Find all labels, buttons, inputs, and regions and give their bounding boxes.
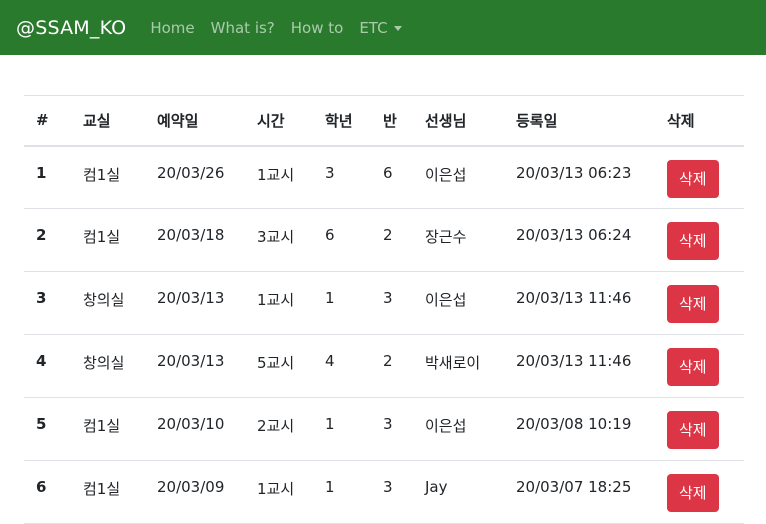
row-period: 5교시 [245, 334, 313, 398]
row-teacher: 박새로이 [413, 334, 504, 398]
header-class: 반 [371, 95, 413, 147]
row-date: 20/03/10 [145, 397, 245, 461]
header-room: 교실 [71, 95, 145, 147]
row-registered: 20/03/13 06:24 [504, 208, 655, 272]
nav-etc-label: ETC [359, 18, 388, 37]
row-number: 4 [24, 334, 71, 398]
row-action-cell: 삭제 [655, 271, 744, 335]
row-number: 2 [24, 208, 71, 272]
row-period: 1교시 [245, 145, 313, 209]
row-teacher: Jay [413, 460, 504, 524]
row-action-cell: 삭제 [655, 397, 744, 461]
row-action-cell: 삭제 [655, 145, 744, 209]
nav-what-is[interactable]: What is? [210, 18, 275, 37]
row-teacher: 이은섭 [413, 145, 504, 209]
row-registered: 20/03/13 06:23 [504, 145, 655, 209]
row-registered: 20/03/07 18:25 [504, 460, 655, 524]
row-action-cell: 삭제 [655, 334, 744, 398]
row-grade: 4 [313, 334, 371, 398]
row-date: 20/03/13 [145, 271, 245, 335]
header-no: # [24, 95, 71, 147]
nav-etc-dropdown[interactable]: ETC [359, 18, 402, 37]
row-date: 20/03/26 [145, 145, 245, 209]
row-class: 3 [371, 397, 413, 461]
table-row: 6 컴1실 20/03/09 1교시 1 3 Jay 20/03/07 18:2… [24, 460, 744, 524]
brand-logo[interactable]: @SSAM_KO [16, 16, 127, 39]
row-grade: 6 [313, 208, 371, 272]
delete-button[interactable]: 삭제 [667, 348, 719, 386]
row-teacher: 이은섭 [413, 271, 504, 335]
row-registered: 20/03/13 11:46 [504, 271, 655, 335]
row-grade: 3 [313, 145, 371, 209]
header-period: 시간 [245, 95, 313, 147]
row-grade: 1 [313, 397, 371, 461]
delete-button[interactable]: 삭제 [667, 159, 719, 198]
row-class: 3 [371, 460, 413, 524]
row-number: 6 [24, 460, 71, 524]
header-date: 예약일 [145, 95, 245, 147]
delete-button[interactable]: 삭제 [667, 222, 719, 260]
row-period: 1교시 [245, 271, 313, 335]
row-room: 창의실 [71, 334, 145, 398]
row-number: 5 [24, 397, 71, 461]
row-room: 창의실 [71, 271, 145, 335]
row-class: 2 [371, 334, 413, 398]
row-class: 6 [371, 145, 413, 209]
row-period: 3교시 [245, 208, 313, 272]
table-row: 1 컴1실 20/03/26 1교시 3 6 이은섭 20/03/13 06:2… [24, 145, 744, 209]
table-row: 2 컴1실 20/03/18 3교시 6 2 장근수 20/03/13 06:2… [24, 208, 744, 272]
row-date: 20/03/09 [145, 460, 245, 524]
row-grade: 1 [313, 460, 371, 524]
row-class: 2 [371, 208, 413, 272]
row-period: 2교시 [245, 397, 313, 461]
row-action-cell: 삭제 [655, 208, 744, 272]
table-row: 4 창의실 20/03/13 5교시 4 2 박새로이 20/03/13 11:… [24, 334, 744, 398]
table-header-row: # 교실 예약일 시간 학년 반 선생님 등록일 삭제 [24, 95, 744, 147]
row-date: 20/03/13 [145, 334, 245, 398]
top-navbar: @SSAM_KO Home What is? How to ETC [0, 0, 766, 55]
reservation-table: # 교실 예약일 시간 학년 반 선생님 등록일 삭제 1 컴1실 20/03/… [24, 95, 744, 524]
row-room: 컴1실 [71, 460, 145, 524]
row-class: 3 [371, 271, 413, 335]
row-grade: 1 [313, 271, 371, 335]
nav-home[interactable]: Home [150, 18, 195, 37]
row-room: 컴1실 [71, 208, 145, 272]
header-teacher: 선생님 [413, 95, 504, 147]
row-period: 1교시 [245, 460, 313, 524]
row-room: 컴1실 [71, 397, 145, 461]
row-date: 20/03/18 [145, 208, 245, 272]
delete-button[interactable]: 삭제 [667, 474, 719, 512]
row-room: 컴1실 [71, 145, 145, 209]
header-registered: 등록일 [504, 95, 655, 147]
row-registered: 20/03/13 11:46 [504, 334, 655, 398]
header-delete: 삭제 [655, 95, 744, 147]
row-teacher: 이은섭 [413, 397, 504, 461]
header-grade: 학년 [313, 95, 371, 147]
table-row: 5 컴1실 20/03/10 2교시 1 3 이은섭 20/03/08 10:1… [24, 397, 744, 461]
row-number: 3 [24, 271, 71, 335]
row-number: 1 [24, 145, 71, 209]
delete-button[interactable]: 삭제 [667, 285, 719, 323]
row-registered: 20/03/08 10:19 [504, 397, 655, 461]
row-action-cell: 삭제 [655, 460, 744, 524]
nav-how-to[interactable]: How to [290, 18, 344, 37]
row-teacher: 장근수 [413, 208, 504, 272]
table-row: 3 창의실 20/03/13 1교시 1 3 이은섭 20/03/13 11:4… [24, 271, 744, 335]
delete-button[interactable]: 삭제 [667, 411, 719, 449]
caret-down-icon [393, 26, 402, 31]
